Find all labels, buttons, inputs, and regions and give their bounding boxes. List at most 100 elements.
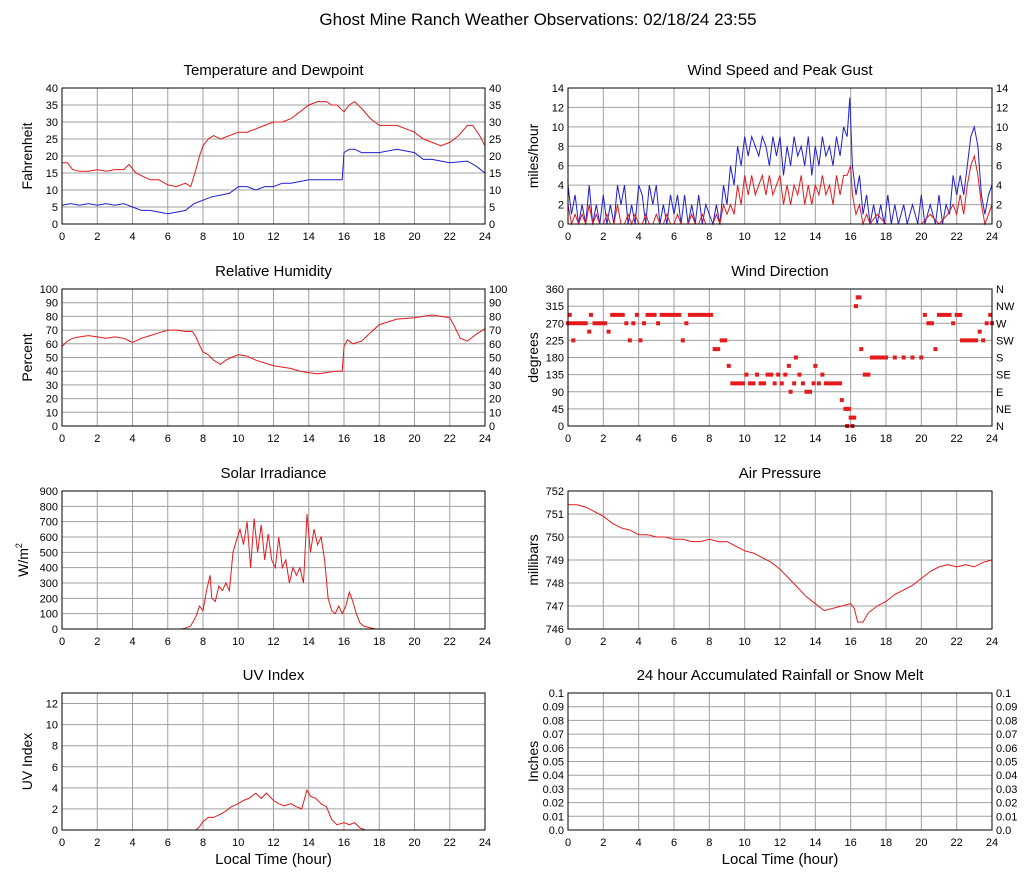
wind-direction-point-25 [645,312,650,317]
temperature-xtick-label-7: 14 [303,231,315,243]
wind-direction-point-7 [583,321,588,326]
wind-direction-xtick-label-11: 22 [951,433,963,445]
wind-direction-ytick-label-5: 225 [546,335,564,347]
temperature-xtick-label-11: 22 [444,231,456,243]
pressure-xtick-label-4: 8 [706,636,712,648]
wind-direction-point-11 [596,321,601,326]
wind-direction-point-56 [755,372,760,377]
wind-direction-point-94 [866,372,871,377]
rain-xtick-label-10: 20 [915,837,927,849]
wind-speed-series-1-line [567,154,993,226]
solar-xtick-label-7: 14 [303,636,315,648]
pressure-ytick-label-2: 748 [546,578,564,590]
temperature-ytick-label-2: 10 [46,185,58,197]
wind-speed-ytick-label-4: 8 [558,141,564,153]
uv-ytick-label-2: 4 [52,783,58,795]
temperature-right-tick-label-4: 20 [489,151,501,163]
wind-speed-ytick-label-3: 6 [558,161,564,173]
pressure-ytick-label-1: 747 [546,601,564,613]
wind-direction-point-23 [638,338,643,343]
rain-right-tick-label-2: 0.02 [996,798,1017,810]
temperature-right-tick-label-2: 10 [489,185,501,197]
humidity-ylabel: Percent [19,333,35,381]
rain-xtick-label-11: 22 [951,837,963,849]
humidity-right-tick-label-6: 60 [489,339,501,351]
wind-direction-point-34 [677,312,682,317]
wind-direction-point-6 [580,321,585,326]
pressure-xtick-label-0: 0 [565,636,571,648]
solar-ytick-label-4: 400 [40,563,58,575]
temperature-ytick-label-0: 0 [52,219,58,231]
solar-xtick-label-1: 2 [94,636,100,648]
rain-ytick-label-5: 0.05 [543,757,564,769]
humidity-ytick-label-9: 90 [46,298,58,310]
rain-xtick-label-0: 0 [565,837,571,849]
wind-speed-right-tick-label-6: 12 [996,102,1008,114]
wind-direction-right-tick-label-1: NE [996,404,1011,416]
wind-direction-point-63 [779,381,784,386]
wind-direction-point-109 [940,312,945,317]
temperature-right-tick-label-8: 40 [489,83,501,95]
wind-direction-point-62 [776,372,781,377]
wind-direction-point-69 [797,372,802,377]
wind-speed-xtick-label-10: 20 [915,231,927,243]
wind-direction-point-82 [839,398,844,403]
rain-title: 24 hour Accumulated Rainfall or Snow Mel… [637,667,925,684]
rain-xtick-label-8: 16 [845,837,857,849]
pressure-xtick-label-8: 16 [845,636,857,648]
temperature-xtick-label-6: 12 [267,231,279,243]
uv-xtick-label-8: 16 [338,837,350,849]
pressure-xtick-label-10: 20 [915,636,927,648]
wind-direction-point-44 [712,347,717,352]
wind-speed-xtick-label-5: 10 [739,231,751,243]
pressure-ylabel: millibars [525,534,541,585]
uv-xtick-label-9: 18 [373,837,385,849]
humidity-xtick-label-0: 0 [59,433,65,445]
rain-ytick-label-9: 0.09 [543,702,564,714]
wind-speed-ytick-label-0: 0 [558,219,564,231]
pressure-xtick-label-9: 18 [880,636,892,648]
wind-direction-point-4 [573,321,578,326]
temperature-xtick-label-0: 0 [59,231,65,243]
uv-xtick-label-2: 4 [129,837,135,849]
humidity-ytick-label-8: 80 [46,311,58,323]
wind-speed-right-tick-label-0: 0 [996,219,1002,231]
humidity-right-tick-label-9: 90 [489,298,501,310]
wind-direction-xtick-label-0: 0 [565,433,571,445]
wind-direction-point-49 [730,381,735,386]
rain-ytick-label-6: 0.06 [543,743,564,755]
wind-direction-right-tick-label-5: SW [996,335,1014,347]
uv-xlabel: Local Time (hour) [215,851,332,868]
wind-direction-ytick-label-0: 0 [558,421,564,433]
wind-direction-point-103 [919,355,924,360]
humidity-ytick-label-0: 0 [52,421,58,433]
humidity-right-tick-label-0: 0 [489,421,495,433]
wind-speed-ytick-label-2: 4 [558,180,564,192]
wind-direction-point-70 [800,381,805,386]
wind-direction-xtick-label-2: 4 [636,433,642,445]
temperature-xtick-label-5: 10 [232,231,244,243]
uv-xtick-label-0: 0 [59,837,65,849]
wind-direction-point-107 [933,347,938,352]
temperature-ytick-label-6: 30 [46,117,58,129]
pressure-title: Air Pressure [739,465,822,482]
wind-direction-xtick-label-6: 12 [774,433,786,445]
wind-speed-ytick-label-1: 2 [558,200,564,212]
temperature-ytick-label-7: 35 [46,100,58,112]
temperature-ytick-label-4: 20 [46,151,58,163]
pressure-ytick-label-0: 746 [546,624,564,636]
wind-direction-point-67 [792,381,797,386]
solar-xtick-label-12: 24 [479,636,491,648]
wind-direction-point-77 [823,381,828,386]
uv-xtick-label-10: 20 [408,837,420,849]
humidity-xtick-label-8: 16 [338,433,350,445]
wind-direction-point-105 [926,321,931,326]
wind-speed-ytick-label-5: 10 [552,122,564,134]
rain-right-tick-label-0: 0.0 [996,825,1011,837]
wind-speed-right-tick-label-2: 4 [996,180,1002,192]
rain-right-tick-label-1: 0.01 [996,811,1017,823]
wind-speed-xtick-label-8: 16 [845,231,857,243]
pressure-ytick-label-3: 749 [546,555,564,567]
wind-direction-point-46 [719,338,724,343]
